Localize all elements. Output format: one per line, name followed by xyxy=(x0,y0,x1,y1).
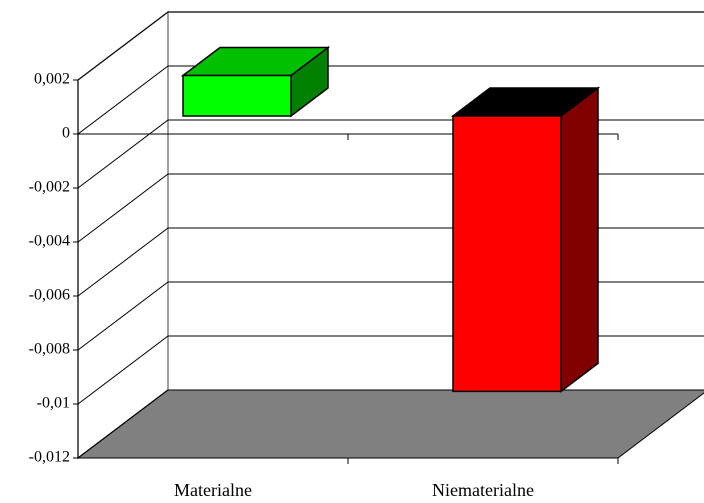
side-wall xyxy=(77,10,169,460)
x-tick-label: Niematerialne xyxy=(432,480,534,500)
y-tick-label: -0,012 xyxy=(29,449,70,466)
floor xyxy=(76,389,704,459)
bar-front xyxy=(182,74,292,117)
bar-front xyxy=(452,115,562,393)
grid-line xyxy=(77,119,704,189)
grid-line xyxy=(77,227,704,297)
bar xyxy=(180,45,331,118)
y-tick-label: -0,01 xyxy=(37,395,70,412)
grid-line xyxy=(77,11,704,81)
grid-line xyxy=(77,173,704,243)
bar-side xyxy=(560,86,599,393)
y-tick-label: 0 xyxy=(62,125,70,142)
y-tick-label: -0,004 xyxy=(29,233,70,250)
bar xyxy=(450,86,601,393)
grid-line xyxy=(77,281,704,351)
y-tick-label: 0,002 xyxy=(34,71,70,88)
grid-line xyxy=(77,65,704,135)
y-tick-label: -0,002 xyxy=(29,179,70,196)
x-tick-label: Materialne xyxy=(174,480,252,500)
y-tick-label: -0,008 xyxy=(29,341,70,358)
y-tick-label: -0,006 xyxy=(29,287,70,304)
